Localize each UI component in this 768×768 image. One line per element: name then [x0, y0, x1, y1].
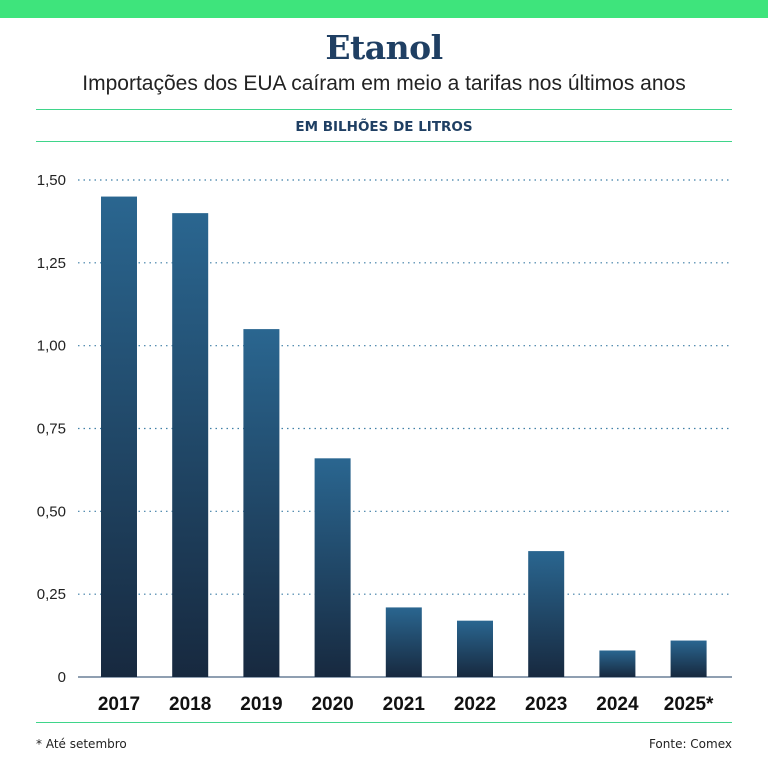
x-tick-label: 2021: [383, 694, 426, 715]
chart-title: Etanol: [325, 28, 443, 67]
bar-2025: [670, 640, 707, 677]
x-tick-label: 2020: [311, 694, 353, 715]
x-tick-label: 2017: [98, 694, 140, 715]
divider-unit: [36, 141, 732, 142]
source-note: Fonte: Comex: [648, 737, 732, 751]
y-tick-label: 0,25: [37, 586, 66, 603]
y-tick-label: 1,00: [37, 338, 66, 355]
chart-subtitle: Importações dos EUA caíram em meio a tar…: [82, 72, 686, 95]
top-accent-bar: [0, 0, 768, 18]
unit-label: EM BILHÕES DE LITROS: [295, 119, 473, 135]
x-tick-label: 2018: [169, 694, 211, 715]
y-tick-label: 0,75: [37, 421, 66, 438]
bar-2021: [385, 607, 422, 677]
y-tick-label: 0: [58, 669, 66, 686]
x-tick-label: 2024: [596, 694, 639, 715]
divider-bottom: [36, 722, 732, 723]
x-tick-label: 2023: [525, 694, 567, 715]
y-tick-label: 1,25: [37, 255, 66, 272]
bar-2019: [243, 329, 280, 677]
footnote: * Até setembro: [36, 737, 127, 751]
divider-top: [36, 109, 732, 110]
bar-2022: [457, 620, 493, 677]
y-tick-label: 0,50: [37, 503, 66, 520]
bar-2018: [172, 213, 209, 677]
bar-2020: [314, 458, 351, 677]
bar-2023: [528, 551, 565, 677]
x-tick-label: 2022: [454, 694, 496, 715]
y-tick-label: 1,50: [37, 172, 66, 189]
x-tick-label: 2025*: [664, 694, 714, 715]
x-tick-label: 2019: [240, 694, 282, 715]
bar-2024: [599, 650, 636, 677]
bar-2017: [101, 196, 137, 678]
